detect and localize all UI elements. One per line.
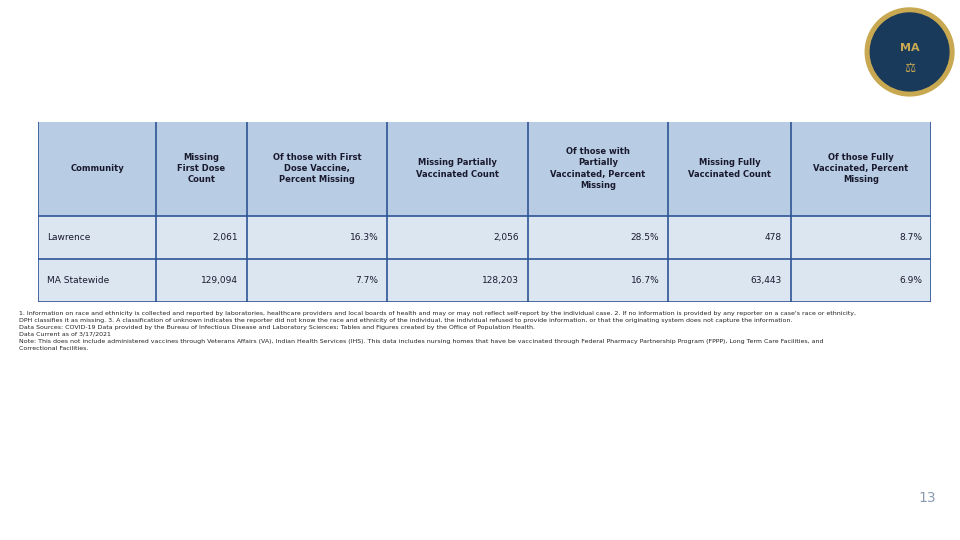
- Text: Of those Fully
Vaccinated, Percent
Missing: Of those Fully Vaccinated, Percent Missi…: [813, 153, 908, 184]
- Text: MA: MA: [900, 43, 920, 53]
- Text: 16.3%: 16.3%: [349, 233, 378, 242]
- Text: 13: 13: [919, 491, 936, 505]
- Bar: [38, 259, 931, 302]
- Text: 2,056: 2,056: [493, 233, 519, 242]
- Text: to Statewide as of 3/17/2021: to Statewide as of 3/17/2021: [300, 63, 583, 81]
- Text: Of those with
Partially
Vaccinated, Percent
Missing: Of those with Partially Vaccinated, Perc…: [550, 147, 646, 190]
- Text: Missing
First Dose
Count: Missing First Dose Count: [178, 153, 226, 184]
- Text: Lawrence: Lawrence: [47, 233, 90, 242]
- Text: 8.7%: 8.7%: [900, 233, 923, 242]
- Text: Community: Community: [70, 164, 124, 173]
- Text: 7.7%: 7.7%: [355, 276, 378, 285]
- Text: ⚖: ⚖: [904, 62, 915, 75]
- Circle shape: [871, 13, 948, 91]
- Text: 2,061: 2,061: [212, 233, 238, 242]
- Bar: [38, 215, 931, 259]
- Text: 16.7%: 16.7%: [631, 276, 660, 285]
- Text: 6.9%: 6.9%: [900, 276, 923, 285]
- Circle shape: [865, 8, 954, 96]
- Text: 1. Information on race and ethnicity is collected and reported by laboratories, : 1. Information on race and ethnicity is …: [19, 310, 856, 350]
- Text: MA Statewide: MA Statewide: [47, 276, 109, 285]
- Text: 129,094: 129,094: [201, 276, 238, 285]
- Text: Of those with First
Dose Vaccine,
Percent Missing: Of those with First Dose Vaccine, Percen…: [273, 153, 361, 184]
- Text: Missing Partially
Vaccinated Count: Missing Partially Vaccinated Count: [416, 158, 499, 179]
- Text: Missing Race/Ethnicity Count and Percentage of Population Vaccinated for Lawrenc: Missing Race/Ethnicity Count and Percent…: [0, 29, 910, 47]
- Text: 128,203: 128,203: [482, 276, 519, 285]
- Text: 63,443: 63,443: [751, 276, 781, 285]
- Bar: [38, 122, 931, 215]
- Text: Missing Fully
Vaccinated Count: Missing Fully Vaccinated Count: [688, 158, 771, 179]
- Text: 28.5%: 28.5%: [631, 233, 660, 242]
- Text: 478: 478: [765, 233, 781, 242]
